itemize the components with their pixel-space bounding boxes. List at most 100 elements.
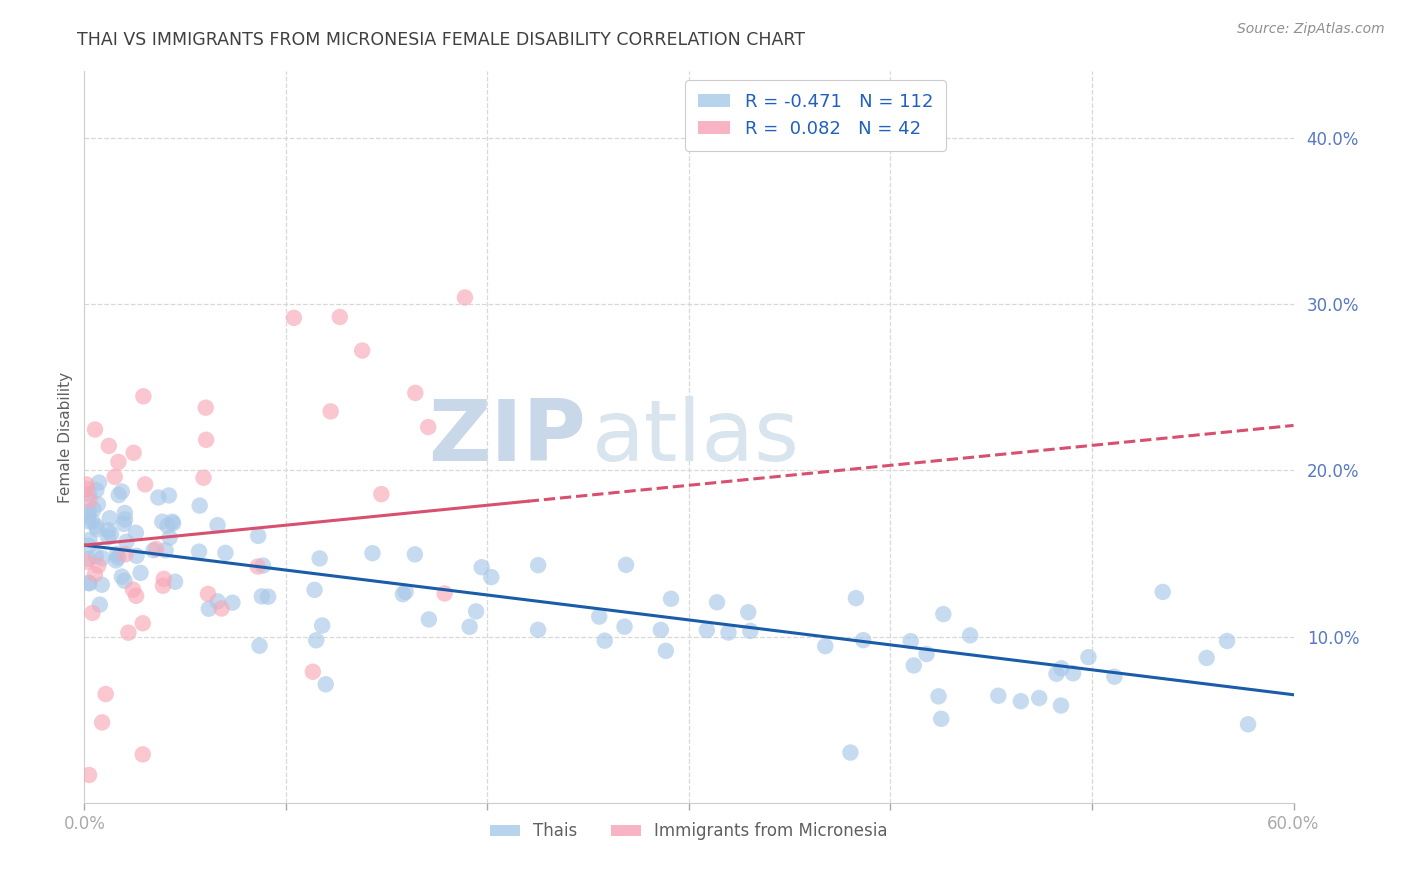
Point [104,553,127,567]
Point [319,404,342,418]
Point [588,609,610,624]
Point [257,590,280,604]
Point [112,516,135,531]
Point [1045,666,1067,681]
Point [1195,651,1218,665]
Point [79,487,101,501]
Point [97,523,120,537]
Point [83,502,105,516]
Point [1028,691,1050,706]
Point [471,560,494,574]
Point [247,529,270,543]
Point [1104,670,1126,684]
Point [527,558,550,573]
Y-axis label: Female Disability: Female Disability [58,371,73,503]
Point [928,690,950,704]
Point [76,555,98,569]
Point [329,310,352,324]
Point [194,401,217,415]
Point [94,687,117,701]
Point [122,582,145,597]
Point [77,768,100,782]
Point [89,598,111,612]
Point [84,423,107,437]
Point [114,547,136,561]
Point [305,633,328,648]
Point [283,310,305,325]
Point [903,658,925,673]
Point [659,591,682,606]
Point [97,439,120,453]
Point [302,665,325,679]
Point [250,590,273,604]
Point [132,747,155,762]
Point [100,527,122,541]
Point [198,601,221,615]
Point [932,607,955,621]
Point [650,623,672,637]
Point [77,504,100,518]
Point [117,625,139,640]
Point [361,546,384,560]
Point [465,604,488,618]
Point [404,548,426,562]
Point [76,477,98,491]
Point [479,570,502,584]
Point [122,446,145,460]
Point [915,647,938,661]
Point [352,343,374,358]
Point [107,550,129,565]
Point [845,591,868,606]
Point [207,594,229,608]
Point [394,584,416,599]
Point [77,508,100,522]
Point [125,589,148,603]
Point [114,512,136,526]
Point [152,579,174,593]
Point [593,633,616,648]
Point [211,601,233,615]
Point [1010,694,1032,708]
Point [221,596,243,610]
Point [90,577,112,591]
Point [1152,585,1174,599]
Text: ZIP: ZIP [429,395,586,479]
Point [157,488,180,502]
Point [214,546,236,560]
Point [188,499,211,513]
Point [193,471,215,485]
Point [839,746,862,760]
Text: atlas: atlas [592,395,800,479]
Point [98,511,121,525]
Point [132,616,155,631]
Point [134,477,156,491]
Point [125,525,148,540]
Point [696,623,718,637]
Point [614,558,637,572]
Point [79,493,101,508]
Point [188,544,211,558]
Point [150,515,173,529]
Point [195,433,218,447]
Point [82,514,104,528]
Point [82,606,104,620]
Point [111,569,134,583]
Point [77,514,100,528]
Point [114,506,136,520]
Point [145,541,167,556]
Point [404,385,426,400]
Point [86,522,108,536]
Point [79,576,101,591]
Point [91,715,114,730]
Point [1050,661,1073,675]
Point [929,712,952,726]
Point [84,549,107,563]
Point [162,516,184,531]
Point [655,644,678,658]
Point [207,518,229,533]
Point [91,551,114,566]
Point [1062,666,1084,681]
Point [370,487,392,501]
Point [83,567,105,582]
Point [392,587,415,601]
